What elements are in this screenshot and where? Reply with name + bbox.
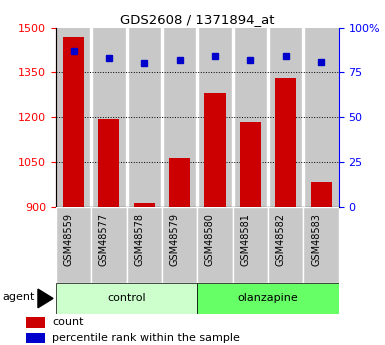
Bar bbox=[232, 28, 234, 207]
Polygon shape bbox=[38, 289, 53, 308]
FancyBboxPatch shape bbox=[56, 283, 197, 314]
Bar bbox=[63, 37, 84, 207]
Text: GSM48583: GSM48583 bbox=[311, 213, 321, 266]
Bar bbox=[162, 28, 198, 207]
Bar bbox=[302, 28, 305, 207]
Bar bbox=[27, 333, 45, 344]
Text: olanzapine: olanzapine bbox=[238, 294, 298, 303]
Bar bbox=[311, 181, 332, 207]
Bar bbox=[127, 28, 162, 207]
Bar bbox=[204, 93, 226, 207]
FancyBboxPatch shape bbox=[162, 207, 197, 283]
FancyBboxPatch shape bbox=[91, 207, 127, 283]
FancyBboxPatch shape bbox=[127, 207, 162, 283]
Bar bbox=[198, 28, 233, 207]
FancyBboxPatch shape bbox=[197, 283, 339, 314]
Bar bbox=[161, 28, 163, 207]
Bar bbox=[126, 28, 128, 207]
FancyBboxPatch shape bbox=[268, 207, 303, 283]
Text: GSM48579: GSM48579 bbox=[170, 213, 180, 266]
Bar bbox=[275, 78, 296, 207]
Bar bbox=[56, 28, 91, 207]
FancyBboxPatch shape bbox=[56, 207, 91, 283]
Bar bbox=[196, 28, 198, 207]
Text: count: count bbox=[52, 317, 84, 327]
Text: GSM48580: GSM48580 bbox=[205, 213, 215, 266]
Text: percentile rank within the sample: percentile rank within the sample bbox=[52, 333, 240, 343]
Bar bbox=[169, 158, 190, 207]
Bar bbox=[268, 28, 303, 207]
Text: GSM48559: GSM48559 bbox=[64, 213, 74, 266]
Bar bbox=[27, 317, 45, 328]
Bar bbox=[267, 28, 269, 207]
Bar bbox=[233, 28, 268, 207]
Text: agent: agent bbox=[3, 292, 35, 302]
Text: control: control bbox=[107, 294, 146, 303]
Bar bbox=[240, 122, 261, 207]
Bar bbox=[90, 28, 92, 207]
Title: GDS2608 / 1371894_at: GDS2608 / 1371894_at bbox=[120, 13, 275, 27]
Bar bbox=[91, 28, 127, 207]
Bar bbox=[303, 28, 339, 207]
Text: GSM48581: GSM48581 bbox=[240, 213, 250, 266]
Text: GSM48577: GSM48577 bbox=[99, 213, 109, 266]
Text: GSM48582: GSM48582 bbox=[276, 213, 286, 266]
FancyBboxPatch shape bbox=[197, 207, 233, 283]
FancyBboxPatch shape bbox=[233, 207, 268, 283]
Bar bbox=[134, 203, 155, 207]
Bar bbox=[98, 119, 119, 207]
FancyBboxPatch shape bbox=[303, 207, 339, 283]
Text: GSM48578: GSM48578 bbox=[134, 213, 144, 266]
